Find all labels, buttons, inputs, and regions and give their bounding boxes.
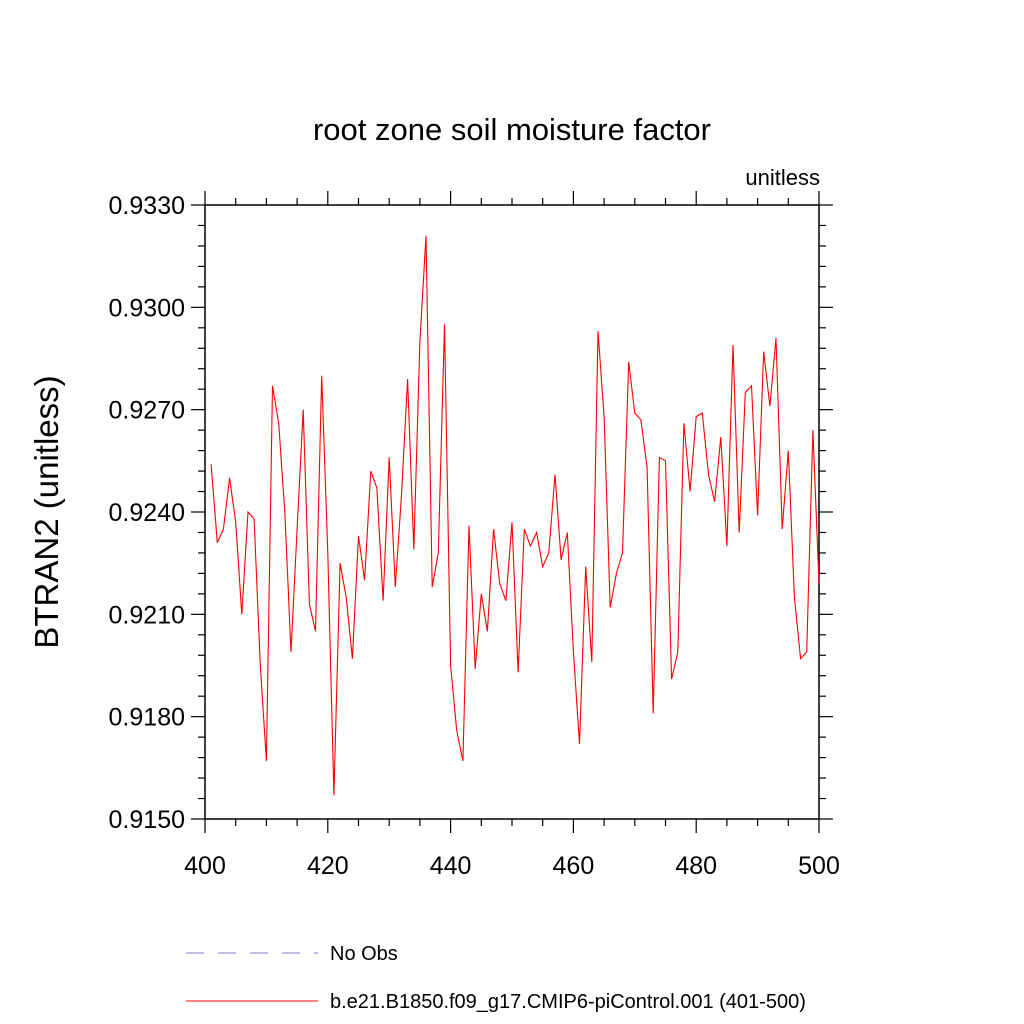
chart-title: root zone soil moisture factor — [313, 112, 711, 147]
x-tick-label: 460 — [553, 852, 595, 880]
y-tick-label: 0.9150 — [109, 806, 185, 834]
y-tick-label: 0.9270 — [109, 397, 185, 425]
x-tick-label: 420 — [307, 852, 349, 880]
legend: No Obs b.e21.B1850.f09_g17.CMIP6-piContr… — [186, 943, 806, 1013]
x-tick-label: 500 — [798, 852, 840, 880]
legend-label-control: b.e21.B1850.f09_g17.CMIP6-piControl.001 … — [330, 991, 806, 1013]
plot-frame — [204, 204, 820, 820]
y-tick-label: 0.9300 — [109, 294, 185, 322]
y-tick-label: 0.9180 — [109, 704, 185, 732]
y-tick-label: 0.9330 — [109, 192, 185, 220]
x-tick-label: 480 — [675, 852, 717, 880]
units-label: unitless — [745, 165, 820, 190]
y-axis-label: BTRAN2 (unitless) — [28, 375, 65, 648]
x-tick-label: 400 — [184, 852, 226, 880]
y-tick-label: 0.9240 — [109, 499, 185, 527]
legend-label-no-obs: No Obs — [330, 943, 398, 965]
series-line — [210, 235, 820, 796]
x-axis-ticks: 400 420 440 460 480 500 — [184, 191, 840, 880]
x-tick-label: 440 — [430, 852, 472, 880]
y-axis-ticks: 0.9150 0.9180 0.9210 0.9240 0.9270 0.9300 0.93… — [109, 192, 833, 834]
y-tick-label: 0.9210 — [109, 601, 185, 629]
